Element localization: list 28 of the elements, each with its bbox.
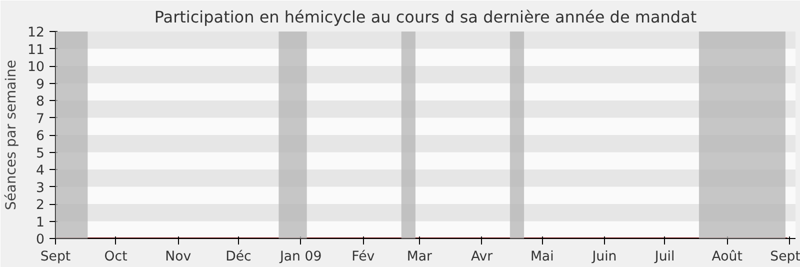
y-tick-label: 0 bbox=[36, 232, 45, 248]
y-axis-title: Séances par semaine bbox=[4, 60, 20, 210]
y-tick-label: 9 bbox=[36, 77, 45, 92]
x-tick-label: Mai bbox=[530, 250, 554, 264]
x-tick-label: Nov bbox=[165, 250, 192, 264]
x-tick-label: Juil bbox=[654, 250, 675, 264]
x-tick-label: Sept bbox=[770, 250, 800, 264]
y-tick-label: 12 bbox=[28, 26, 45, 40]
x-tick-label: Juin bbox=[591, 250, 617, 264]
x-tick-label: Avr bbox=[470, 250, 494, 264]
x-tick-label: Déc bbox=[226, 250, 252, 264]
x-tick-label: Fév bbox=[352, 250, 375, 264]
chart-title: Participation en hémicycle au cours d sa dernière année de mandat bbox=[154, 8, 697, 26]
y-tick-label: 2 bbox=[36, 198, 45, 213]
y-tick-label: 11 bbox=[28, 42, 45, 58]
x-tick-label: Jan 09 bbox=[278, 250, 322, 264]
y-tick-label: 7 bbox=[36, 112, 45, 127]
y-tick-label: 5 bbox=[36, 146, 45, 162]
x-tick-label: Mar bbox=[406, 250, 433, 264]
x-tick-label: Août bbox=[712, 250, 742, 264]
y-tick-label: 3 bbox=[36, 180, 45, 196]
x-tick-label: Oct bbox=[104, 250, 128, 264]
y-tick-label: 8 bbox=[36, 94, 45, 110]
x-tick-label: Sept bbox=[40, 250, 71, 264]
y-tick-label: 1 bbox=[36, 215, 45, 230]
y-tick-label: 10 bbox=[28, 60, 45, 75]
y-tick-label: 4 bbox=[36, 164, 45, 178]
y-tick-label: 6 bbox=[36, 129, 45, 144]
